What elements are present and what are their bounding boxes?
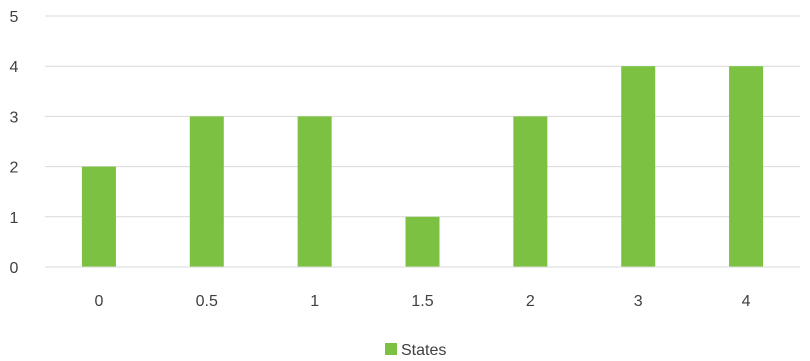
x-tick-label: 0 xyxy=(94,293,103,310)
y-tick-label: 3 xyxy=(10,109,19,126)
x-tick-label: 1.5 xyxy=(411,293,433,310)
bar xyxy=(297,116,332,268)
y-tick-label: 1 xyxy=(10,210,19,227)
x-tick-label: 3 xyxy=(634,293,643,310)
x-tick-label: 0.5 xyxy=(196,293,218,310)
bar xyxy=(189,116,224,268)
x-axis-tick-labels: 0 0.5 1 1.5 2 3 4 xyxy=(94,293,750,310)
bar xyxy=(729,66,764,267)
legend-swatch-states xyxy=(385,343,397,355)
x-tick-label: 2 xyxy=(526,293,535,310)
y-tick-label: 0 xyxy=(10,260,19,277)
y-tick-label: 5 xyxy=(10,9,19,26)
gridlines xyxy=(45,15,800,218)
bars xyxy=(81,66,764,268)
y-axis-tick-labels: 0 1 2 3 4 5 xyxy=(10,9,19,277)
bar xyxy=(621,66,656,267)
legend-label-states: States xyxy=(401,342,446,359)
y-tick-label: 4 xyxy=(10,59,19,76)
x-tick-label: 1 xyxy=(310,293,319,310)
bar xyxy=(81,166,116,267)
bar xyxy=(405,216,440,267)
bar xyxy=(513,116,548,268)
legend: States xyxy=(385,342,446,359)
x-tick-label: 4 xyxy=(742,293,751,310)
y-tick-label: 2 xyxy=(10,160,19,177)
